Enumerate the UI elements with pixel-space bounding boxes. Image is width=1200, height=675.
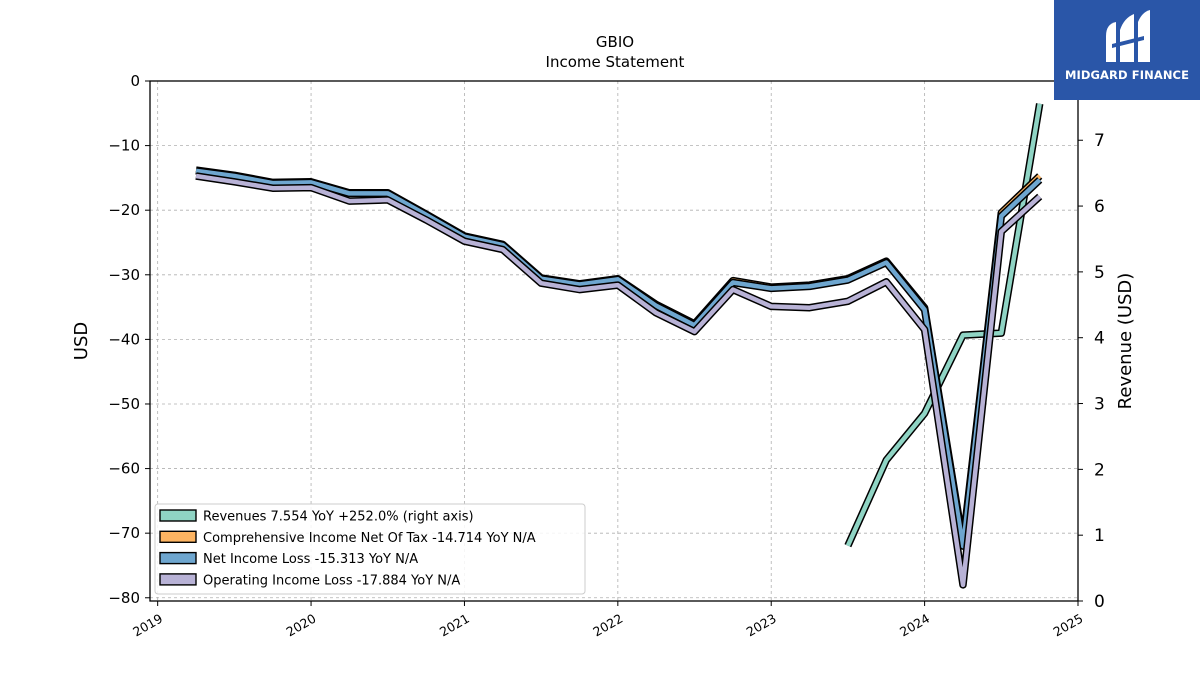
legend-swatch	[159, 530, 197, 543]
grid	[150, 80, 1079, 601]
series-line-net-income-loss	[195, 168, 1042, 549]
y2-tick-label: 6	[1094, 197, 1105, 217]
brand-logo: MIDGARD FINANCE	[1054, 0, 1200, 100]
legend-label: Operating Income Loss -17.884 YoY N/A	[203, 573, 460, 588]
y2-tick-label: 4	[1094, 329, 1105, 349]
legend-box	[154, 503, 586, 595]
brand-name: MIDGARD FINANCE	[1064, 68, 1190, 82]
x-tick-label: 2022	[590, 611, 625, 640]
y2-tick-label: 3	[1094, 395, 1105, 415]
y-tick-label: −30	[108, 266, 140, 284]
legend-label: Net Income Loss -15.313 YoY N/A	[203, 552, 418, 567]
y-tick-label: −80	[108, 589, 140, 607]
y-axis-label: USD	[71, 322, 92, 360]
chart-subtitle: Income Statement	[546, 53, 685, 71]
y-tick-label: −50	[108, 395, 140, 413]
logo-mark-icon	[1106, 10, 1150, 62]
y2-tick-label: 2	[1094, 460, 1105, 480]
y-tick-label: −40	[108, 330, 140, 348]
x-tick-label: 2020	[284, 611, 319, 640]
legend-label: Revenues 7.554 YoY +252.0% (right axis)	[203, 510, 474, 525]
legend-swatch	[159, 573, 197, 586]
y2-tick-label: 5	[1094, 263, 1105, 283]
x-axis: 2019 2020 2021 2022 2023 2024 2025	[130, 601, 1086, 640]
y2-tick-label: 1	[1094, 526, 1105, 546]
x-tick-label: 2019	[130, 611, 165, 640]
series-layer	[195, 103, 1044, 589]
y-tick-label: −60	[108, 460, 140, 478]
series-line-operating-income-loss	[195, 173, 1042, 588]
y-tick-label: −70	[108, 524, 140, 542]
y-tick-label: −20	[108, 201, 140, 219]
legend: Revenues 7.554 YoY +252.0% (right axis) C…	[154, 503, 586, 595]
y2-tick-label: 0	[1094, 592, 1105, 612]
x-tick-label: 2024	[897, 611, 932, 640]
y2-tick-label: 7	[1094, 131, 1105, 151]
chart-title: GBIO	[596, 33, 634, 51]
legend-label: Comprehensive Income Net Of Tax -14.714 …	[203, 531, 536, 546]
legend-swatch	[159, 509, 197, 522]
y2-axis-label: Revenue (USD)	[1115, 273, 1136, 410]
x-tick-label: 2023	[744, 611, 779, 640]
left-axis: 0 −10 −20 −30 −40 −50 −60 −70 −80	[108, 72, 150, 607]
y-tick-label: 0	[130, 72, 140, 90]
right-axis: 0 1 2 3 4 5 6 7	[1078, 131, 1105, 612]
y-tick-label: −10	[108, 137, 140, 155]
legend-swatch	[159, 551, 197, 565]
plot-frame	[149, 80, 1079, 602]
series-line-revenues	[845, 103, 1042, 547]
x-tick-label: 2025	[1050, 611, 1085, 640]
x-tick-label: 2021	[437, 611, 472, 640]
